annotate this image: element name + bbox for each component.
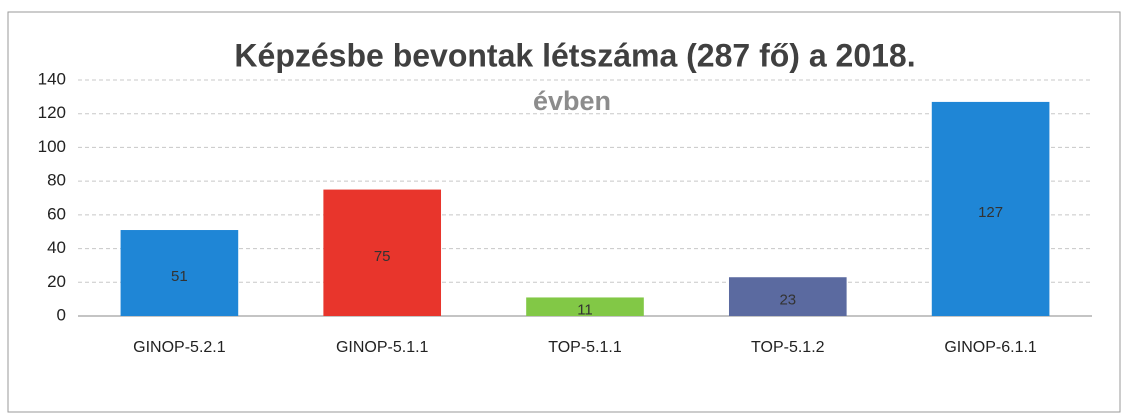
bar	[526, 297, 644, 316]
y-tick-label: 0	[57, 305, 66, 324]
y-tick-label: 140	[38, 69, 66, 88]
bar	[728, 277, 847, 316]
x-tick-label: GINOP-5.2.1	[133, 339, 226, 356]
x-tick-label: TOP-5.1.1	[548, 339, 622, 356]
value-label: 11	[577, 302, 593, 319]
frame	[7, 11, 1121, 413]
value-label: 75	[374, 248, 391, 265]
value-label: 23	[779, 292, 796, 309]
bar	[120, 230, 239, 316]
y-tick-label: 20	[47, 272, 66, 291]
chart-subtitle: évben	[533, 86, 611, 116]
bar	[323, 189, 442, 316]
y-tick-label: 80	[47, 171, 66, 190]
bar	[931, 101, 1050, 317]
value-label: 51	[171, 268, 188, 285]
chart-title: Képzésbe bevontak létszáma (287 fő) a 20…	[234, 37, 915, 73]
y-tick-label: 60	[47, 204, 66, 223]
y-tick-label: 40	[47, 238, 66, 257]
x-tick-label: GINOP-5.1.1	[336, 339, 429, 356]
y-tick-label: 100	[38, 137, 66, 156]
x-tick-label: TOP-5.1.2	[751, 339, 825, 356]
y-tick-label: 120	[38, 103, 66, 122]
value-label: 127	[978, 204, 1003, 221]
x-tick-label: GINOP-6.1.1	[944, 339, 1037, 356]
